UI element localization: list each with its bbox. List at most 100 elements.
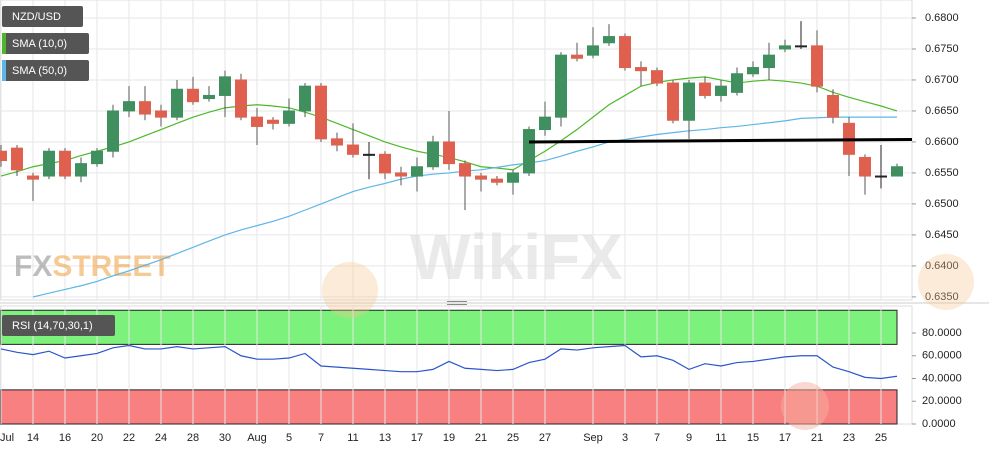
candle-body bbox=[651, 70, 663, 84]
x-tick-label: 28 bbox=[187, 432, 199, 444]
candle-body bbox=[491, 178, 503, 183]
x-tick-label: 17 bbox=[779, 432, 791, 444]
price-panel bbox=[0, 0, 913, 301]
watermark: WikiFX bbox=[410, 221, 623, 293]
candle-body bbox=[0, 150, 7, 162]
y-tick-label: 0.6400 bbox=[925, 260, 959, 272]
candle-body bbox=[683, 82, 695, 121]
candle-body bbox=[139, 101, 151, 115]
x-tick-label: 30 bbox=[219, 432, 231, 444]
trendline bbox=[528, 137, 913, 144]
brand-part: STREET bbox=[52, 250, 170, 283]
x-tick-label: 25 bbox=[875, 432, 887, 444]
x-tick-label: Sep bbox=[583, 432, 603, 444]
watermark-logo bbox=[322, 262, 378, 318]
rsi-line bbox=[0, 344, 898, 380]
x-tick-label: 9 bbox=[686, 432, 692, 444]
x-tick-label: 17 bbox=[411, 432, 423, 444]
candle-body bbox=[875, 175, 887, 178]
y-tick-label: 40.0000 bbox=[922, 372, 962, 384]
candle-body bbox=[155, 110, 167, 118]
x-tick-label: 27 bbox=[539, 432, 551, 444]
candle-body bbox=[299, 85, 311, 112]
candle-body bbox=[187, 88, 199, 103]
legend-box bbox=[2, 60, 89, 81]
y-tick-label: 0.6450 bbox=[925, 229, 959, 241]
y-tick-label: 80.0000 bbox=[922, 327, 962, 339]
candle-body bbox=[523, 129, 535, 174]
y-tick-label: 0.6750 bbox=[925, 43, 959, 55]
candle-body bbox=[427, 141, 439, 168]
y-tick-label: 0.6800 bbox=[925, 12, 959, 24]
x-tick-label: 16 bbox=[59, 432, 71, 444]
x-tick-label: 21 bbox=[811, 432, 823, 444]
watermark-logo bbox=[918, 254, 974, 310]
candle-body bbox=[411, 166, 423, 177]
candle-body bbox=[475, 175, 487, 180]
candle-body bbox=[283, 110, 295, 124]
candle-body bbox=[75, 163, 87, 177]
candle-body bbox=[763, 54, 775, 69]
legend-box bbox=[2, 33, 89, 54]
candle-body bbox=[315, 85, 327, 140]
candle-body bbox=[811, 45, 823, 87]
x-tick-label: 13 bbox=[379, 432, 391, 444]
candle-body bbox=[27, 175, 39, 180]
candle-body bbox=[379, 153, 391, 174]
candle-body bbox=[347, 144, 359, 155]
candle-body bbox=[571, 54, 583, 59]
candle-body bbox=[203, 94, 215, 100]
candle-body bbox=[555, 54, 567, 118]
y-tick-label: 0.6700 bbox=[925, 74, 959, 86]
x-tick-label: 20 bbox=[91, 432, 103, 444]
candle-body bbox=[443, 141, 455, 165]
y-tick-label: 0.6550 bbox=[925, 167, 959, 179]
x-tick-label: Aug bbox=[247, 432, 267, 444]
candle-body bbox=[11, 147, 23, 171]
x-tick-label: 5 bbox=[286, 432, 292, 444]
candle-body bbox=[731, 73, 743, 93]
y-tick-label: 0.6350 bbox=[925, 291, 959, 303]
brand-watermark: FXSTREET bbox=[14, 250, 171, 283]
candle-body bbox=[267, 119, 279, 124]
candle-body bbox=[603, 36, 615, 44]
candle-body bbox=[715, 85, 727, 96]
legend-swatch bbox=[2, 60, 6, 81]
y-tick-label: 0.6500 bbox=[925, 198, 959, 210]
x-tick-label: 24 bbox=[155, 432, 167, 444]
x-tick-label: 23 bbox=[843, 432, 855, 444]
candle-body bbox=[395, 172, 407, 177]
candle-body bbox=[667, 82, 679, 121]
legend-box bbox=[2, 315, 115, 336]
x-tick-label: 11 bbox=[715, 432, 726, 444]
x-tick-label: 14 bbox=[27, 432, 39, 444]
x-tick-label: Jul bbox=[0, 432, 14, 444]
candle-body bbox=[123, 101, 135, 112]
legend-label: SMA (50,0) bbox=[12, 65, 67, 77]
candle-body bbox=[107, 110, 119, 152]
candle-body bbox=[171, 88, 183, 118]
legend-label: RSI (14,70,30,1) bbox=[12, 320, 93, 332]
legend-label: SMA (10,0) bbox=[12, 38, 67, 50]
y-tick-label: 60.0000 bbox=[922, 350, 962, 362]
y-tick-label: 0.6650 bbox=[925, 105, 959, 117]
candle-body bbox=[699, 82, 711, 96]
x-tick-label: 22 bbox=[123, 432, 135, 444]
brand-part: FX bbox=[14, 250, 52, 283]
x-tick-label: 3 bbox=[622, 432, 628, 444]
candle-body bbox=[779, 45, 791, 50]
y-tick-label: 0.6600 bbox=[925, 136, 959, 148]
candle-body bbox=[795, 45, 807, 48]
candle-body bbox=[891, 166, 903, 177]
candle-body bbox=[331, 138, 343, 146]
candle-body bbox=[59, 150, 71, 177]
legend-box bbox=[2, 6, 83, 27]
candle-body bbox=[635, 67, 647, 72]
candle-body bbox=[363, 153, 375, 156]
candle-body bbox=[827, 94, 839, 118]
x-tick-label: 19 bbox=[443, 432, 455, 444]
candle-body bbox=[587, 45, 599, 56]
candle-body bbox=[251, 116, 263, 127]
candle-body bbox=[859, 156, 871, 177]
